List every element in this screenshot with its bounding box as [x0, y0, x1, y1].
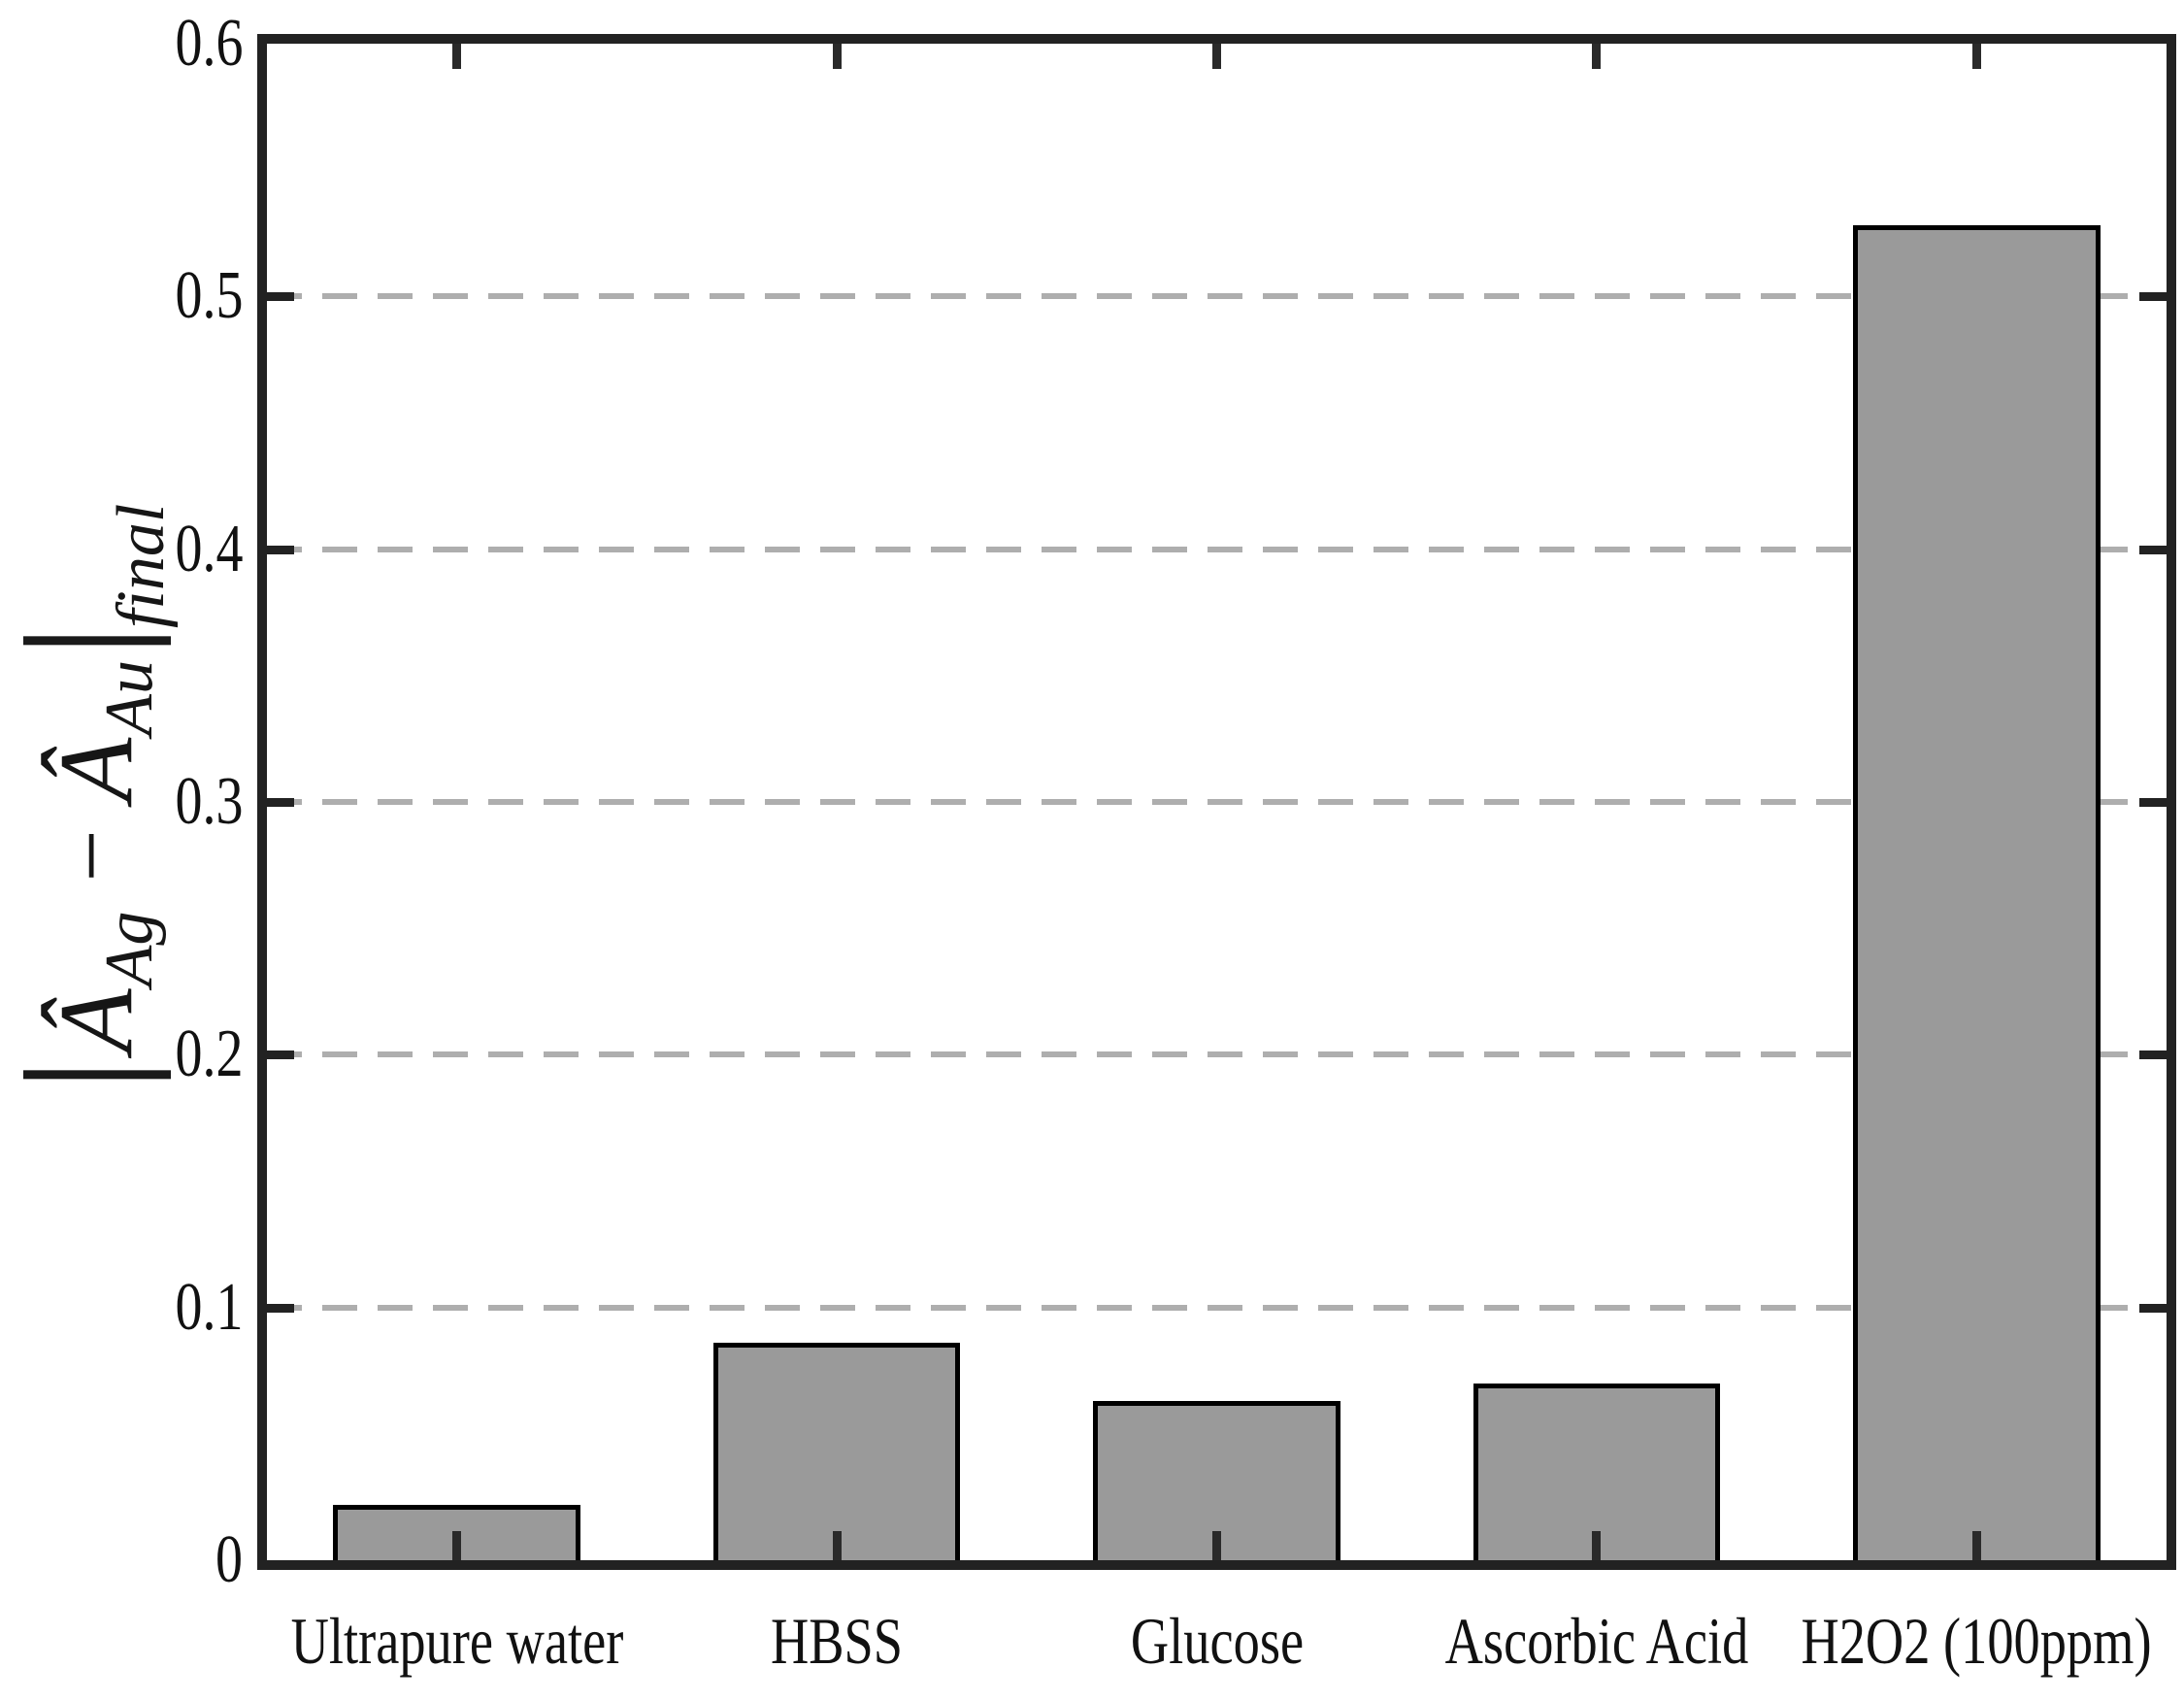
- x-tick-label-text: Ascorbic Acid: [1444, 1604, 1749, 1678]
- plot-area: [257, 34, 2176, 1570]
- bar-h2o2-100ppm: [1853, 225, 2101, 1560]
- x-tick-label-glucose: Glucose: [1109, 1597, 1325, 1684]
- y-tick-label-0-6: 0.6: [158, 6, 243, 81]
- x-axis-tick-bottom-hbss: [832, 1531, 842, 1560]
- y-axis-label-row: Â Ag − Â Au final: [23, 504, 179, 1080]
- x-axis-tick-bottom-ascorbic-acid: [1592, 1531, 1602, 1560]
- y-axis-tick-left-0-2: [267, 1051, 294, 1060]
- y-tick-label-text: 0: [215, 1522, 243, 1597]
- x-axis-tick-top-glucose: [1212, 44, 1221, 69]
- gridline-0-5: [267, 293, 2167, 300]
- y-axis-tick-right-0-5: [2139, 292, 2167, 302]
- y-axis-tick-right-0-2: [2139, 1051, 2167, 1060]
- ylabel-term1-subscript: Ag: [92, 911, 167, 987]
- x-tick-label-ascorbic-acid: Ascorbic Acid: [1406, 1597, 1786, 1684]
- y-tick-label-text: 0.5: [175, 258, 243, 334]
- y-tick-label-0-4: 0.4: [158, 511, 243, 586]
- close-bar-delimiter: [23, 636, 171, 646]
- x-tick-label-text: HBSS: [771, 1604, 904, 1678]
- y-tick-label-text: 0.3: [175, 764, 243, 839]
- y-tick-label-text: 0.1: [175, 1269, 243, 1345]
- x-axis-tick-top-h2o2-100ppm: [1971, 44, 1981, 69]
- y-axis-tick-right-0-1: [2139, 1303, 2167, 1313]
- gridline-0-3: [267, 799, 2167, 805]
- ylabel-term2-subscript: Au: [92, 660, 167, 736]
- ylabel-term1-main: Â: [39, 988, 154, 1053]
- y-tick-label-0-5: 0.5: [158, 258, 243, 334]
- y-axis-tick-right-0-3: [2139, 798, 2167, 807]
- y-tick-label-0: 0: [209, 1526, 243, 1594]
- x-axis-tick-bottom-ultrapure-water: [452, 1531, 462, 1560]
- bar-hbss: [712, 1343, 961, 1560]
- ylabel-minus-operator: −: [39, 824, 143, 888]
- x-axis-tick-top-hbss: [832, 44, 842, 69]
- y-tick-label-text: 0.4: [175, 511, 243, 586]
- y-axis-tick-right-0-4: [2139, 545, 2167, 554]
- x-tick-label-h2o2-100ppm: H2O2 (100ppm): [1758, 1597, 2184, 1684]
- y-axis-tick-left-0-5: [267, 292, 294, 302]
- x-tick-label-ultrapure-water: Ultrapure water: [248, 1597, 665, 1684]
- open-bar-delimiter: [23, 1070, 171, 1080]
- x-axis-tick-top-ascorbic-acid: [1592, 44, 1602, 69]
- bar-ascorbic-acid: [1473, 1383, 1721, 1560]
- y-axis-tick-left-0-3: [267, 798, 294, 807]
- x-axis-tick-bottom-glucose: [1212, 1531, 1221, 1560]
- y-tick-label-0-3: 0.3: [158, 764, 243, 839]
- y-tick-label-0-2: 0.2: [158, 1017, 243, 1092]
- x-tick-label-text: H2O2 (100ppm): [1801, 1604, 2152, 1678]
- x-axis-tick-bottom-h2o2-100ppm: [1971, 1531, 1981, 1560]
- y-tick-label-0-1: 0.1: [158, 1269, 243, 1345]
- y-tick-label-text: 0.6: [175, 6, 243, 81]
- gridline-0-4: [267, 546, 2167, 552]
- x-tick-label-hbss: HBSS: [754, 1597, 919, 1684]
- x-tick-label-text: Glucose: [1130, 1604, 1304, 1678]
- y-tick-label-text: 0.2: [175, 1017, 243, 1092]
- y-axis-tick-left-0-4: [267, 545, 294, 554]
- x-axis-tick-top-ultrapure-water: [452, 44, 462, 69]
- y-axis-label: Â Ag − Â Au final: [23, 504, 179, 1080]
- x-tick-label-text: Ultrapure water: [290, 1604, 624, 1678]
- gridline-0-1: [267, 1304, 2167, 1311]
- gridline-0-2: [267, 1051, 2167, 1058]
- y-axis-tick-left-0-1: [267, 1303, 294, 1313]
- ylabel-term2-main: Â: [39, 737, 154, 802]
